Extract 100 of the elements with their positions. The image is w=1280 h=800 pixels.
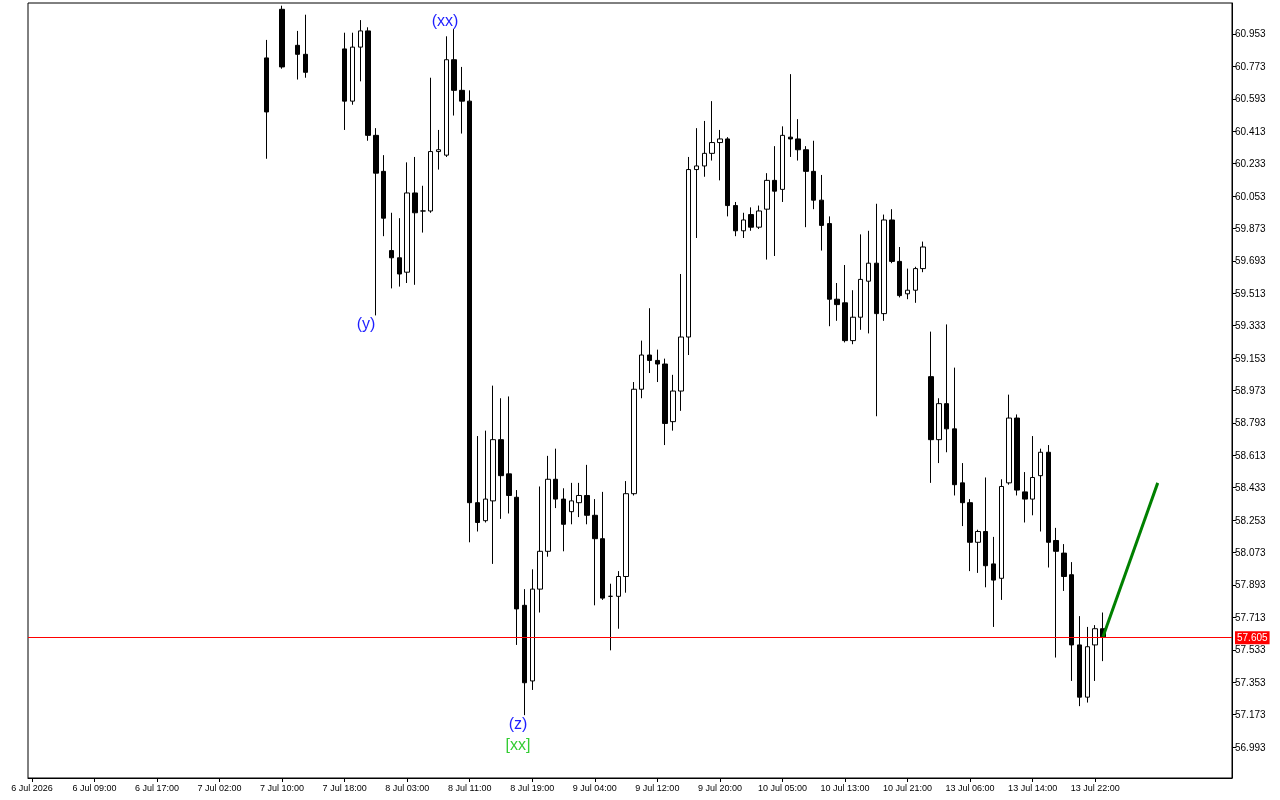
candlestick bbox=[1077, 615, 1082, 707]
candlestick bbox=[490, 385, 496, 565]
y-tick-label: 60.593 bbox=[1235, 93, 1267, 105]
annotation: (y) bbox=[356, 314, 376, 332]
candlestick bbox=[545, 455, 551, 558]
candlestick bbox=[631, 381, 637, 496]
candlestick bbox=[858, 233, 863, 331]
candlestick bbox=[428, 77, 433, 214]
y-tick-label: 58.073 bbox=[1235, 547, 1267, 559]
candlestick bbox=[295, 30, 300, 81]
candlestick bbox=[514, 489, 519, 646]
candlestick bbox=[991, 536, 996, 628]
candlestick bbox=[342, 32, 347, 131]
candlestick bbox=[436, 129, 441, 171]
candlestick bbox=[967, 498, 973, 572]
candlestick bbox=[451, 28, 457, 117]
candlestick bbox=[639, 340, 644, 399]
candlestick bbox=[920, 241, 926, 273]
candlestick bbox=[960, 462, 965, 527]
y-tick-label: 59.333 bbox=[1235, 320, 1267, 332]
candlestick bbox=[866, 230, 871, 334]
candlestick bbox=[717, 129, 723, 181]
candlestick bbox=[623, 480, 629, 594]
candlestick bbox=[1061, 543, 1067, 592]
candlestick bbox=[733, 201, 738, 237]
y-tick-label: 58.613 bbox=[1235, 449, 1267, 461]
x-tick-label: 7 Jul 10:00 bbox=[260, 782, 305, 793]
x-tick-label: 10 Jul 13:00 bbox=[820, 782, 870, 793]
candlestick bbox=[803, 145, 809, 228]
candlestick bbox=[874, 203, 879, 417]
candlestick bbox=[764, 172, 770, 261]
candlestick bbox=[827, 215, 832, 327]
candlestick bbox=[475, 435, 480, 532]
y-tick-label: 60.413 bbox=[1235, 125, 1267, 137]
candlestick bbox=[522, 588, 527, 716]
x-tick-label: 13 Jul 06:00 bbox=[945, 782, 995, 793]
candlestick bbox=[999, 478, 1004, 601]
candlestick bbox=[389, 212, 394, 289]
candlestick bbox=[350, 32, 355, 106]
candlestick bbox=[1046, 444, 1051, 568]
x-tick-label: 7 Jul 18:00 bbox=[322, 782, 367, 793]
y-tick-label: 57.533 bbox=[1235, 644, 1267, 656]
candlestick bbox=[592, 498, 598, 606]
candlestick bbox=[404, 161, 410, 284]
candlestick bbox=[1092, 624, 1098, 682]
x-tick-label: 10 Jul 05:00 bbox=[757, 782, 807, 793]
x-tick-label: 10 Jul 21:00 bbox=[883, 782, 933, 793]
y-tick-label: 57.713 bbox=[1235, 611, 1267, 623]
candlestick bbox=[725, 136, 730, 217]
candlestick bbox=[983, 476, 988, 588]
y-tick-label: 57.353 bbox=[1235, 676, 1267, 688]
candlestick bbox=[506, 395, 512, 514]
y-tick-label: 58.253 bbox=[1235, 514, 1267, 526]
y-tick-label: 60.233 bbox=[1235, 158, 1267, 170]
candlestick bbox=[1014, 413, 1020, 496]
candlestick bbox=[1006, 394, 1012, 486]
candlestick bbox=[303, 14, 308, 79]
candlestick bbox=[788, 73, 793, 158]
candlestick bbox=[412, 156, 418, 286]
candlestick bbox=[1053, 527, 1059, 659]
x-tick-label: 8 Jul 11:00 bbox=[448, 782, 492, 793]
candlestick bbox=[537, 485, 543, 614]
candlestick bbox=[741, 212, 746, 239]
candlestick bbox=[670, 374, 676, 432]
candlestick bbox=[420, 185, 426, 234]
y-tick-label: 59.153 bbox=[1235, 352, 1267, 364]
candlestick bbox=[483, 430, 488, 523]
candlestick bbox=[795, 118, 801, 162]
y-tick-label: 58.433 bbox=[1235, 482, 1267, 494]
candlestick bbox=[842, 264, 848, 343]
y-tick-label: 58.973 bbox=[1235, 385, 1267, 396]
y-tick-label: 57.173 bbox=[1235, 709, 1267, 721]
x-tick-label: 9 Jul 12:00 bbox=[635, 782, 680, 793]
x-tick-label: 6 Jul 17:00 bbox=[134, 782, 180, 793]
x-tick-label: 8 Jul 19:00 bbox=[510, 782, 555, 793]
candlestick bbox=[1069, 561, 1074, 682]
candlestick bbox=[616, 570, 621, 630]
candlestick bbox=[498, 397, 504, 520]
y-tick-label: 60.053 bbox=[1235, 190, 1267, 202]
y-tick-label: 56.993 bbox=[1235, 741, 1267, 753]
candlestick bbox=[576, 482, 582, 518]
candlestick bbox=[279, 5, 285, 70]
candlestick bbox=[264, 39, 269, 160]
candlestick bbox=[584, 464, 590, 525]
y-tick-label: 57.893 bbox=[1235, 579, 1267, 591]
candlestick bbox=[358, 19, 363, 82]
candlestick bbox=[881, 214, 887, 322]
x-tick-label: 9 Jul 20:00 bbox=[697, 782, 742, 793]
x-tick-label: 8 Jul 03:00 bbox=[385, 782, 430, 793]
candlestick bbox=[772, 145, 777, 257]
candlestick bbox=[905, 268, 910, 300]
candlestick bbox=[780, 125, 785, 203]
candlestick bbox=[1038, 448, 1043, 532]
candlestick bbox=[834, 282, 840, 322]
candlestick bbox=[928, 331, 934, 484]
candlestick bbox=[913, 266, 918, 304]
candlestick bbox=[694, 127, 699, 239]
candlestick bbox=[381, 154, 386, 237]
candlestick bbox=[553, 448, 558, 509]
annotation: [xx] bbox=[505, 735, 531, 753]
